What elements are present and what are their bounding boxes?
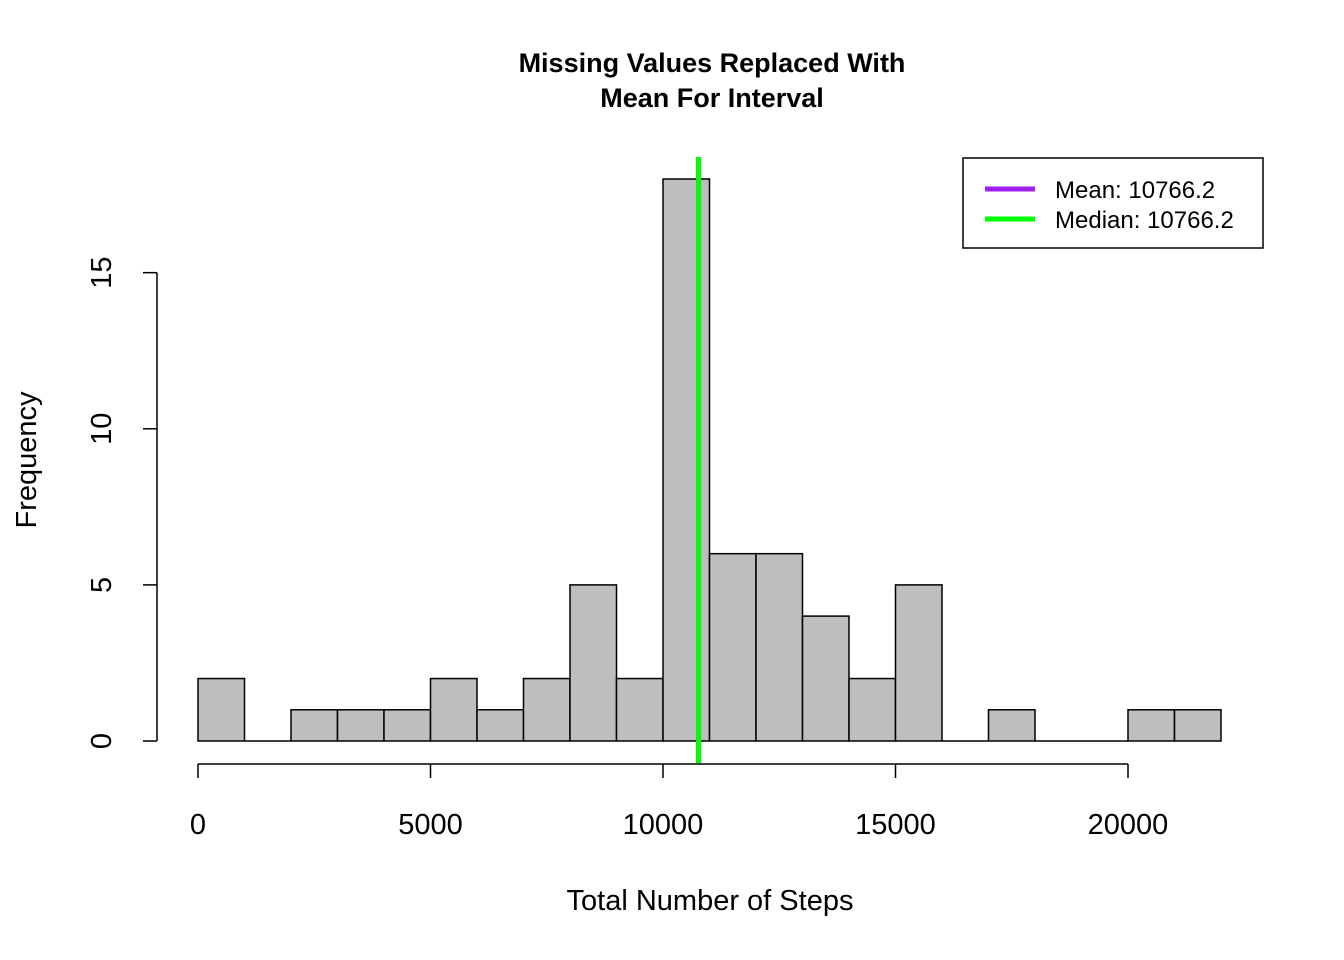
histogram-bars (197, 178, 1222, 742)
histogram-bar (197, 677, 246, 742)
x-tick-label: 10000 (623, 809, 704, 841)
histogram-bar (1127, 709, 1176, 742)
y-tick-label: 15 (86, 257, 118, 289)
histogram-bar (522, 677, 571, 742)
histogram-bar (1173, 709, 1222, 742)
y-tick-label: 10 (86, 413, 118, 445)
x-tick-label: 5000 (398, 809, 463, 841)
legend: Mean: 10766.2 Median: 10766.2 (962, 157, 1264, 249)
histogram-bar (569, 584, 618, 742)
y-axis: 0 5 10 15 (86, 257, 158, 749)
chart-title-line-1: Missing Values Replaced With (519, 48, 906, 78)
y-tick-label: 5 (86, 577, 118, 593)
histogram-bar (476, 709, 525, 742)
histogram-bar (801, 615, 850, 742)
y-tick-label: 0 (86, 733, 118, 749)
legend-box (962, 157, 1264, 249)
histogram-bar (987, 709, 1036, 742)
histogram-bar (615, 677, 664, 742)
legend-mean-label: Mean: 10766.2 (1055, 177, 1215, 204)
histogram-bar (383, 709, 432, 742)
x-tick-label: 15000 (855, 809, 936, 841)
x-tick-label: 20000 (1088, 809, 1169, 841)
histogram-bar (848, 677, 897, 742)
x-tick-label: 0 (190, 809, 206, 841)
histogram-bar (429, 677, 478, 742)
histogram-bar (894, 584, 943, 742)
histogram-bar (662, 178, 711, 742)
histogram-bar (755, 552, 804, 742)
x-axis: 0 5000 10000 15000 20000 (190, 763, 1169, 841)
histogram-bar (708, 552, 757, 742)
histogram-bar (336, 709, 385, 742)
legend-median-label: Median: 10766.2 (1055, 207, 1234, 234)
chart-title-line-2: Mean For Interval (600, 83, 824, 113)
y-axis-label: Frequency (11, 391, 43, 529)
x-axis-label: Total Number of Steps (567, 885, 854, 917)
histogram-bar (290, 709, 339, 742)
